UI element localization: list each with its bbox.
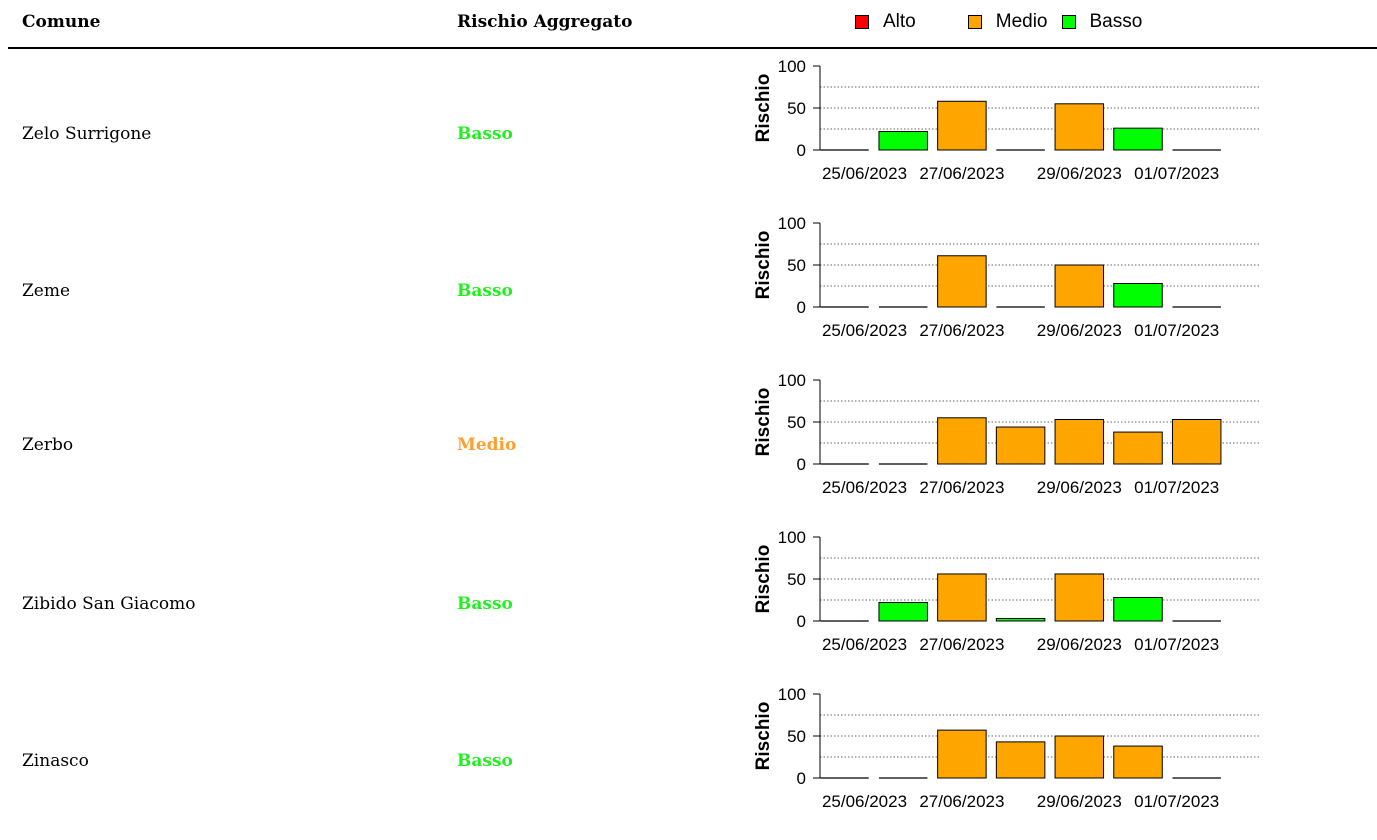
comune-name: Zibido San Giacomo <box>22 594 196 614</box>
x-tick-label: 27/06/2023 <box>919 321 1004 340</box>
table-row: Zelo Surrigone Basso 0 50 100 Rischio 25/06/… <box>0 55 1377 212</box>
y-tick-label: 100 <box>778 57 806 76</box>
legend-item-alto: Alto <box>855 11 916 33</box>
y-tick-label: 0 <box>797 612 806 631</box>
bar <box>1054 573 1105 622</box>
x-tick-label: 29/06/2023 <box>1037 321 1122 340</box>
y-tick-label: 0 <box>797 141 806 160</box>
bar <box>995 426 1046 465</box>
legend-label: Alto <box>883 11 916 32</box>
y-axis-label: Rischio <box>753 545 774 614</box>
bar <box>1113 431 1163 465</box>
x-tick-label: 25/06/2023 <box>822 478 907 497</box>
table-row: Zeme Basso 0 50 100 Rischio 25/06/2023 27/06/… <box>0 212 1377 369</box>
x-tick-label: 01/07/2023 <box>1134 478 1219 497</box>
table-row: Zinasco Basso 0 50 100 Rischio 25/06/2023 27/… <box>0 683 1377 840</box>
bar <box>878 602 928 622</box>
y-tick-label: 50 <box>787 413 806 432</box>
bar <box>937 417 987 465</box>
legend-label: Basso <box>1089 11 1143 32</box>
risk-level: Basso <box>457 124 513 144</box>
x-tick-label: 01/07/2023 <box>1134 792 1219 811</box>
legend-item-medio: Medio <box>967 11 1048 33</box>
risk-level: Basso <box>457 751 513 771</box>
comune-name: Zeme <box>22 281 71 301</box>
legend-swatch-medio <box>967 15 982 29</box>
x-tick-label: 29/06/2023 <box>1037 164 1122 183</box>
comune-name: Zerbo <box>22 435 74 455</box>
y-tick-label: 50 <box>787 727 806 746</box>
legend-item-basso: Basso <box>1061 11 1143 33</box>
legend-swatch-alto <box>855 15 869 29</box>
bar <box>937 729 987 779</box>
legend-swatch-basso <box>1061 15 1076 29</box>
column-header-comune: Comune <box>22 12 101 32</box>
risk-level: Medio <box>457 435 517 455</box>
bar <box>937 255 987 308</box>
legend-label: Medio <box>995 11 1048 32</box>
bar <box>937 573 987 622</box>
bar <box>1171 418 1222 465</box>
comune-name: Zinasco <box>22 751 89 771</box>
x-tick-label: 29/06/2023 <box>1037 792 1122 811</box>
header-divider <box>8 47 1377 49</box>
y-axis-label: Rischio <box>753 74 774 143</box>
bar <box>995 617 1046 622</box>
bar <box>1054 264 1105 308</box>
bar <box>1054 103 1105 151</box>
y-tick-label: 50 <box>787 570 806 589</box>
x-tick-label: 25/06/2023 <box>822 635 907 654</box>
y-axis-label: Rischio <box>753 231 774 300</box>
x-tick-label: 27/06/2023 <box>919 635 1004 654</box>
y-tick-label: 100 <box>778 214 806 233</box>
y-tick-label: 100 <box>778 371 806 390</box>
y-tick-label: 50 <box>787 256 806 275</box>
y-tick-label: 0 <box>797 455 806 474</box>
x-tick-label: 27/06/2023 <box>919 164 1004 183</box>
y-tick-label: 50 <box>787 99 806 118</box>
y-tick-label: 100 <box>778 685 806 704</box>
x-tick-label: 25/06/2023 <box>822 792 907 811</box>
y-tick-label: 0 <box>797 298 806 317</box>
column-header-rischio: Rischio Aggregato <box>457 12 633 32</box>
bar <box>1113 282 1163 308</box>
x-tick-label: 27/06/2023 <box>919 792 1004 811</box>
y-tick-label: 100 <box>778 528 806 547</box>
bar <box>1113 596 1163 622</box>
y-axis-label: Rischio <box>753 702 774 771</box>
x-tick-label: 01/07/2023 <box>1134 164 1219 183</box>
x-tick-label: 25/06/2023 <box>822 321 907 340</box>
bar <box>1054 418 1105 465</box>
risk-level: Basso <box>457 594 513 614</box>
y-tick-label: 0 <box>797 769 806 788</box>
bar <box>1113 745 1163 779</box>
y-axis-label: Rischio <box>753 388 774 457</box>
x-tick-label: 27/06/2023 <box>919 478 1004 497</box>
bar <box>995 741 1046 779</box>
bar <box>1054 735 1105 779</box>
x-tick-label: 29/06/2023 <box>1037 635 1122 654</box>
table-header: Comune Rischio Aggregato Alto Medio Bass… <box>0 0 1377 49</box>
x-tick-label: 25/06/2023 <box>822 164 907 183</box>
bar <box>878 131 928 151</box>
x-tick-label: 01/07/2023 <box>1134 635 1219 654</box>
x-tick-label: 29/06/2023 <box>1037 478 1122 497</box>
legend: Alto Medio Basso <box>855 9 1142 35</box>
bar <box>937 100 987 151</box>
table-row: Zibido San Giacomo Basso 0 50 100 Rischio 25… <box>0 526 1377 683</box>
x-tick-label: 01/07/2023 <box>1134 321 1219 340</box>
table-row: Zerbo Medio 0 50 100 Rischio 25/06/2023 27/06… <box>0 369 1377 526</box>
risk-level: Basso <box>457 281 513 301</box>
comune-name: Zelo Surrigone <box>22 124 152 144</box>
bar <box>1113 127 1163 151</box>
